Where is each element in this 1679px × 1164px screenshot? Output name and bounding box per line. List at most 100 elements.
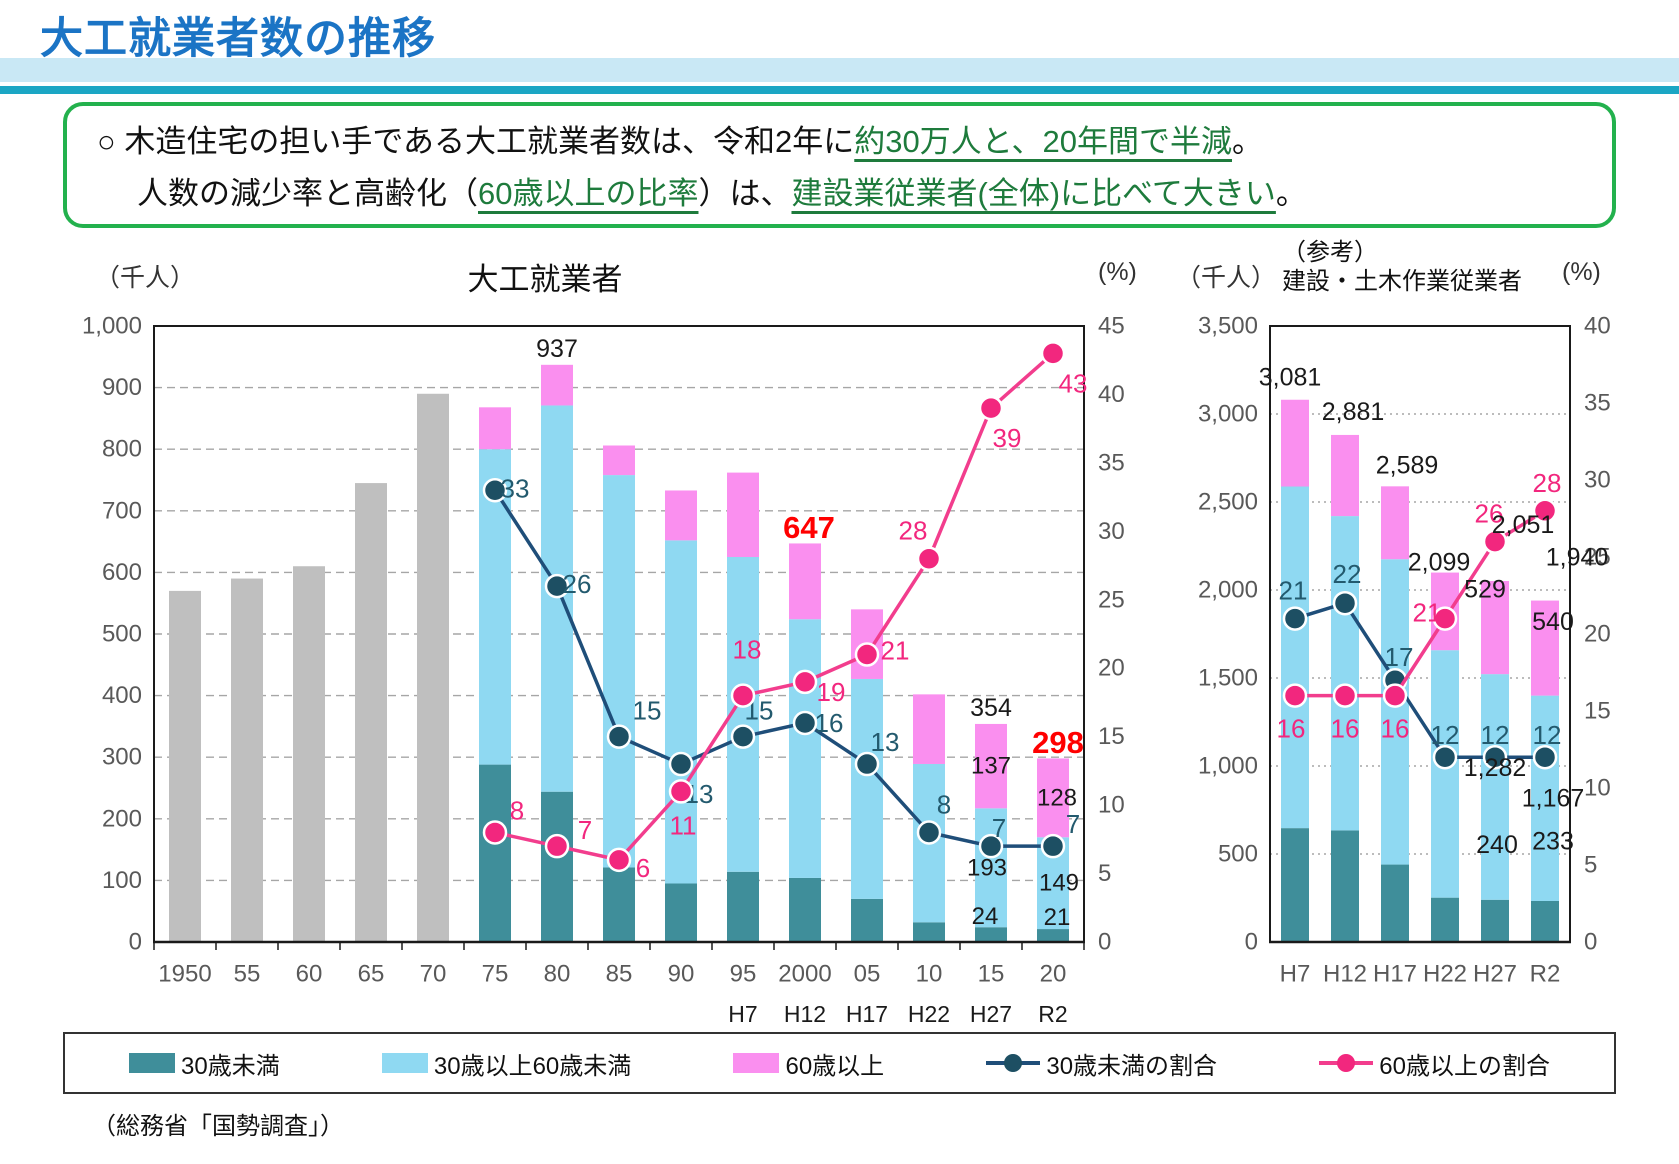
- bar-segment-under30: [789, 877, 821, 942]
- value-label: 1,940: [1546, 544, 1609, 572]
- trend-dot-over60-share: [730, 683, 756, 708]
- x-era-label: H17: [846, 1001, 888, 1027]
- trend-dot-under30-share: [1432, 744, 1458, 770]
- trend-dot-under30-share: [916, 820, 942, 845]
- callout-box: ○ 木造住宅の担い手である大工就業者数は、令和2年に約30万人と、20年間で半減…: [63, 102, 1616, 228]
- value-label: 240: [1476, 831, 1518, 859]
- value-label: 137: [971, 753, 1011, 780]
- trend-dot-under30-share: [978, 833, 1004, 859]
- y-tick-label-right: 20: [1098, 655, 1125, 682]
- trend-dot-under30-share: [606, 724, 632, 749]
- y-tick-label-right: 30: [1098, 518, 1125, 545]
- trend-dot-over60-share: [1282, 683, 1308, 708]
- trend-dot-under30-share: [854, 751, 880, 777]
- bar-segment-30to60: [789, 619, 821, 878]
- bar-segment-30to60: [975, 808, 1007, 928]
- bar-segment-over60: [541, 364, 573, 406]
- trend-label-over60-share: 6: [636, 853, 650, 883]
- trend-dot-over60-share: [916, 546, 942, 571]
- trend-label-under30-share: 13: [871, 727, 900, 757]
- trend-line-under30-share: [493, 489, 1053, 848]
- trend-dot-over60-share: [606, 847, 632, 873]
- y-tick-label-left: 0: [1245, 929, 1258, 956]
- trend-dot-under30-share: [730, 724, 756, 749]
- y-tick-label-left: 3,500: [1198, 313, 1258, 340]
- header-band: [0, 58, 1679, 82]
- bar-segment-30to60: [1281, 486, 1309, 829]
- right-chart-title-line1: （参考）: [1282, 239, 1378, 266]
- bar-segment-over60: [727, 472, 759, 557]
- legend-label: 60歳以上: [785, 1052, 885, 1080]
- y-tick-label-left: 200: [102, 805, 142, 832]
- y-tick-label-right: 0: [1098, 929, 1111, 956]
- trend-dot-under30-share: [792, 710, 818, 736]
- bar-segment-under30: [1481, 899, 1509, 942]
- callout-line-2: 人数の減少率と高齢化（60歳以上の比率）は、建設業従業者(全体)に比べて大きい。: [97, 168, 1586, 220]
- value-label: 529: [1464, 576, 1506, 604]
- x-category-label: 10: [916, 961, 943, 988]
- plot-border: [1269, 325, 1571, 943]
- x-category-label: 80: [544, 961, 571, 988]
- x-era-label: H7: [728, 1001, 757, 1027]
- bar-segment-over60: [913, 694, 945, 764]
- bar-segment-under30: [913, 922, 945, 942]
- y-tick-label-right: 40: [1098, 381, 1125, 408]
- value-label: 647: [783, 510, 835, 545]
- bar-segment-over60: [789, 543, 821, 620]
- trend-label-over60-share: 28: [1533, 468, 1562, 498]
- right-chart-unit-right: (%): [1562, 258, 1601, 286]
- y-tick-label-right: 10: [1098, 792, 1125, 819]
- trend-dot-over60-share: [1382, 683, 1408, 708]
- callout-text-plain: ）は、: [698, 176, 792, 211]
- trend-dot-over60-share: [668, 779, 694, 804]
- trend-dot-over60-share: [544, 833, 570, 859]
- y-tick-label-left: 800: [102, 436, 142, 463]
- bar-segment-under30: [851, 898, 883, 942]
- bar-segment-over60: [1531, 600, 1559, 696]
- bar-segment-30to60: [1381, 559, 1409, 865]
- y-tick-label-left: 1,000: [82, 313, 142, 340]
- trend-label-under30-share: 8: [937, 789, 951, 819]
- y-tick-label-left: 600: [102, 559, 142, 586]
- legend-item: 30歳未満: [129, 1046, 280, 1081]
- right-chart-title-line2: 建設・土木作業従業者: [1282, 268, 1522, 295]
- trend-label-under30-share: 33: [501, 473, 530, 503]
- y-tick-label-right: 25: [1584, 544, 1611, 571]
- legend-label: 60歳以上の割合: [1379, 1052, 1550, 1080]
- trend-dot-under30-share: [544, 573, 570, 599]
- trend-label-over60-share: 16: [1381, 714, 1410, 744]
- x-category-label: H7: [1280, 961, 1311, 988]
- callout-text-plain: 。: [1232, 124, 1263, 159]
- y-tick-label-right: 5: [1098, 860, 1111, 887]
- trend-label-under30-share: 7: [1066, 809, 1080, 839]
- x-category-label: 15: [978, 961, 1005, 988]
- x-era-label: H12: [784, 1001, 826, 1027]
- trend-label-over60-share: 18: [733, 635, 762, 665]
- bar-segment-under30: [479, 764, 511, 942]
- trend-dot-over60-share: [792, 669, 818, 695]
- y-tick-label-left: 3,000: [1198, 401, 1258, 428]
- value-label: 2,589: [1376, 451, 1439, 479]
- bar-segment-30to60: [603, 475, 635, 868]
- legend-marker-dot: [1004, 1054, 1023, 1072]
- value-label: 937: [536, 335, 578, 363]
- bar-segment-under30: [1331, 830, 1359, 942]
- bar-segment-over60: [1037, 758, 1069, 838]
- y-tick-label-right: 40: [1584, 313, 1611, 340]
- value-label: 21: [1044, 904, 1071, 931]
- trend-dot-under30-share: [1040, 833, 1066, 859]
- x-category-label: 70: [420, 961, 447, 988]
- bar-segment-under30: [975, 927, 1007, 942]
- legend-marker-dot: [1337, 1054, 1356, 1072]
- trend-dot-under30-share: [1282, 606, 1308, 631]
- x-era-label: H22: [908, 1001, 950, 1027]
- left-chart-unit-left: （千人）: [95, 264, 196, 292]
- trend-dot-over60-share: [1332, 683, 1358, 708]
- bar-segment-under30: [1037, 929, 1069, 942]
- trend-label-under30-share: 12: [1533, 720, 1562, 750]
- trend-label-under30-share: 26: [563, 569, 592, 599]
- legend-item: 60歳以上: [733, 1046, 884, 1081]
- x-category-label: 75: [482, 961, 509, 988]
- x-category-label: H27: [1473, 961, 1517, 988]
